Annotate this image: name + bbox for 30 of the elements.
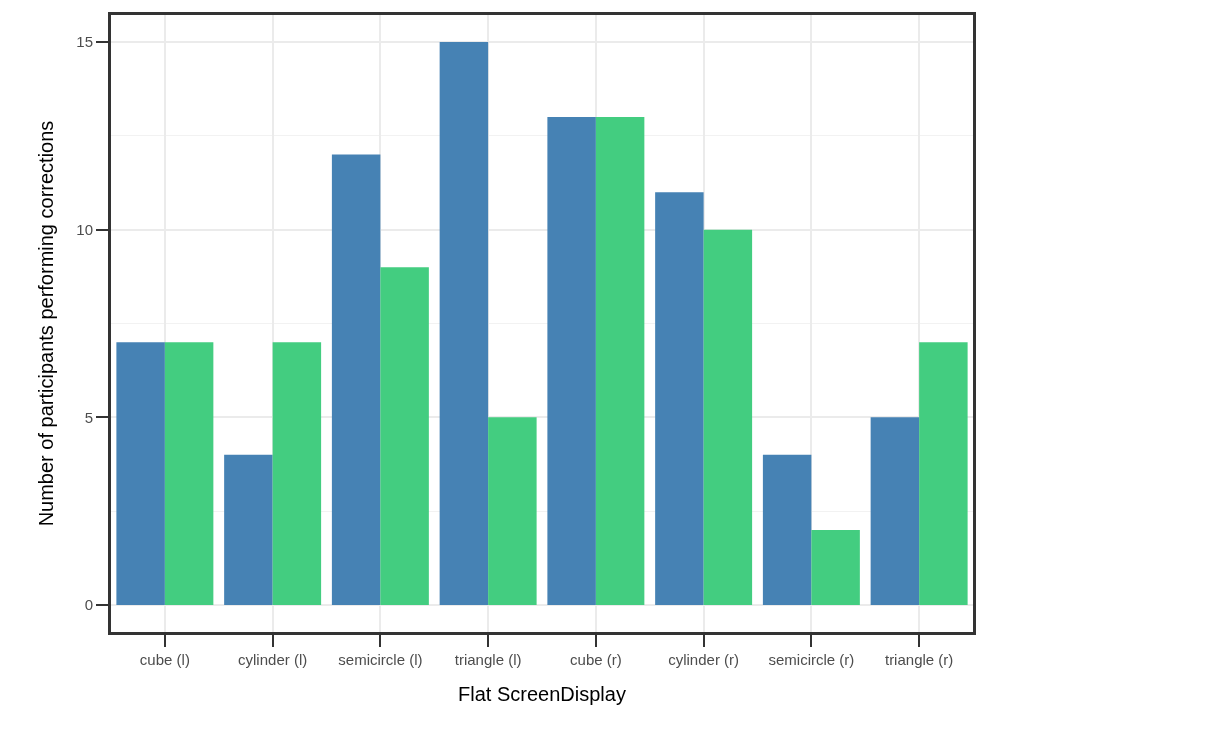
x-tick-label: cylinder (l) <box>238 651 308 668</box>
x-tick-label: cylinder (r) <box>668 651 740 668</box>
y-tick-label: 5 <box>84 408 93 426</box>
x-tick-label: cube (l) <box>139 651 190 668</box>
y-tick-label: 10 <box>76 220 93 238</box>
bar <box>272 342 322 605</box>
bar <box>380 267 429 605</box>
bar <box>703 229 753 605</box>
bar <box>762 454 812 605</box>
x-tick-label: semicircle (l) <box>338 651 423 668</box>
bar <box>439 42 489 605</box>
bar <box>870 417 920 605</box>
y-axis-title: Number of participants performing corrections <box>34 120 57 527</box>
y-tick-label: 0 <box>84 596 93 614</box>
x-tick-label: semicircle (r) <box>768 651 855 668</box>
x-tick-label: triangle (r) <box>884 651 954 668</box>
bar <box>547 117 596 605</box>
bar <box>164 342 214 605</box>
bar <box>116 342 165 605</box>
bar <box>331 154 381 605</box>
x-axis-title: Flat ScreenDisplay <box>458 682 626 705</box>
bar <box>811 529 860 605</box>
bar <box>488 417 537 605</box>
x-tick-label: cube (r) <box>570 651 622 668</box>
bar <box>224 454 273 605</box>
bar <box>595 117 645 605</box>
bar <box>919 342 968 605</box>
y-tick-label: 15 <box>76 33 93 51</box>
bar <box>655 192 704 605</box>
x-tick-label: triangle (l) <box>454 651 522 668</box>
